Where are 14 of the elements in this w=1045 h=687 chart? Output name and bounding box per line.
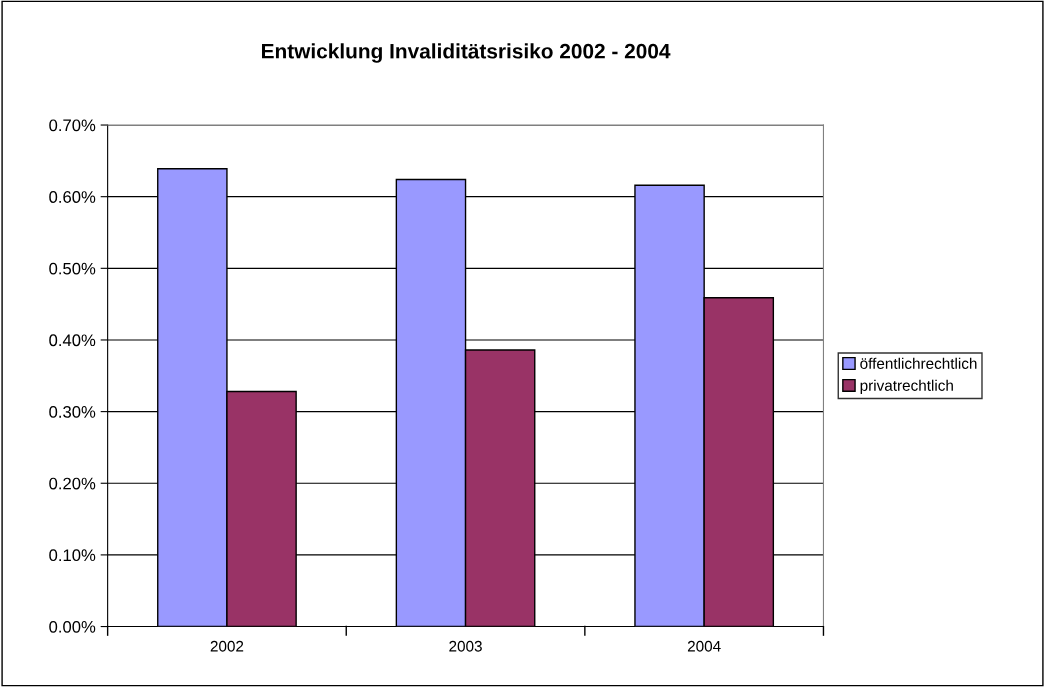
y-tick-label: 0.10% — [49, 549, 96, 562]
legend-label: privatrechtlich — [860, 379, 953, 394]
y-tick-label: 0.20% — [49, 477, 96, 490]
x-tick-label: 2003 — [449, 640, 482, 652]
y-tick-label: 0.70% — [49, 119, 96, 132]
y-tick-label: 0.30% — [49, 406, 96, 418]
y-tick-label: 0.00% — [49, 620, 96, 633]
y-tick-label: 0.40% — [49, 334, 96, 347]
x-tick-label: 2002 — [210, 640, 244, 652]
chart-title: Entwicklung Invaliditätsrisiko 2002 - 2004 — [262, 43, 671, 63]
legend-label: öffentlichrechtlich — [860, 357, 977, 369]
y-tick-label: 0.50% — [49, 262, 96, 275]
y-tick-label: 0.60% — [49, 191, 96, 203]
x-tick-label: 2004 — [687, 640, 721, 652]
